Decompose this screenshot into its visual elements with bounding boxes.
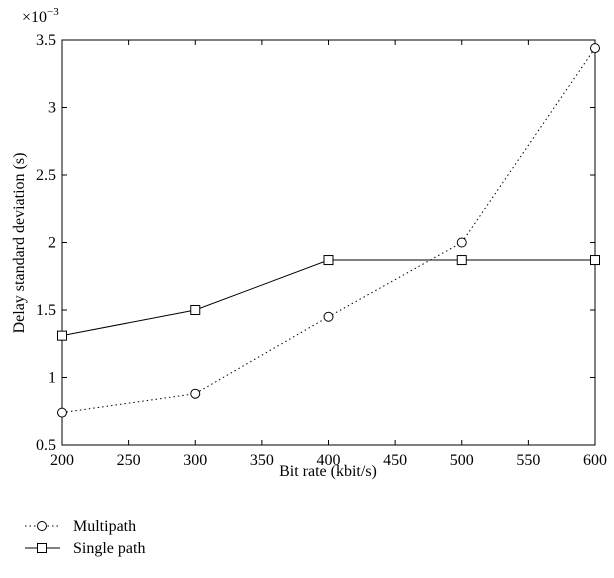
data-point-multipath <box>456 237 467 248</box>
x-tick-label: 450 <box>383 452 407 469</box>
legend-label-single-path: Single path <box>73 540 145 557</box>
y-tick-label: 0.5 <box>36 437 56 454</box>
ticks-layer: 200 250 300 350 400 450 500 550 600 0.5 1 1.5 2 2.5 3 3… <box>36 32 607 469</box>
legend: Multipath Single path <box>25 518 145 557</box>
x-axis-label: Bit rate (kbit/s) <box>279 463 377 480</box>
plot-frame <box>61 39 596 446</box>
data-point-single-path <box>323 255 334 266</box>
x-tick-label: 250 <box>117 452 141 469</box>
series-line-multipath <box>61 47 596 414</box>
series-line-single-path <box>61 259 595 337</box>
y-multiplier-exponent: −3 <box>47 6 59 18</box>
y-axis-label: Delay standard deviation (s) <box>11 153 28 334</box>
x-tick-label: 400 <box>317 452 341 469</box>
x-tick-label: 350 <box>250 452 274 469</box>
y-tick-label: 3.5 <box>36 32 56 49</box>
x-tick-label: 550 <box>516 452 540 469</box>
y-tick-label: 1.5 <box>36 302 56 319</box>
data-point-single-path <box>190 305 201 315</box>
y-tick-label: 1 <box>48 370 56 387</box>
y-tick-label: 2 <box>48 235 56 252</box>
legend-label-multipath: Multipath <box>73 518 136 535</box>
y-tick-label: 2.5 <box>36 167 56 184</box>
x-tick-label: 300 <box>183 452 207 469</box>
data-point-multipath <box>57 407 67 418</box>
legend-marker-multipath <box>37 521 47 531</box>
y-tick-label: 3 <box>48 100 56 117</box>
y-multiplier-label: ×10−3 <box>22 6 59 26</box>
data-point-single-path <box>57 330 67 341</box>
legend-marker-single-path <box>37 543 47 553</box>
x-tick-label: 600 <box>583 452 607 469</box>
x-tick-label: 200 <box>50 452 74 469</box>
series-layer <box>57 43 600 418</box>
data-point-single-path <box>456 255 467 266</box>
data-point-multipath <box>190 388 201 399</box>
data-point-multipath <box>323 311 334 322</box>
data-point-single-path <box>590 255 600 266</box>
x-tick-label: 500 <box>450 452 474 469</box>
data-point-multipath <box>590 43 600 54</box>
